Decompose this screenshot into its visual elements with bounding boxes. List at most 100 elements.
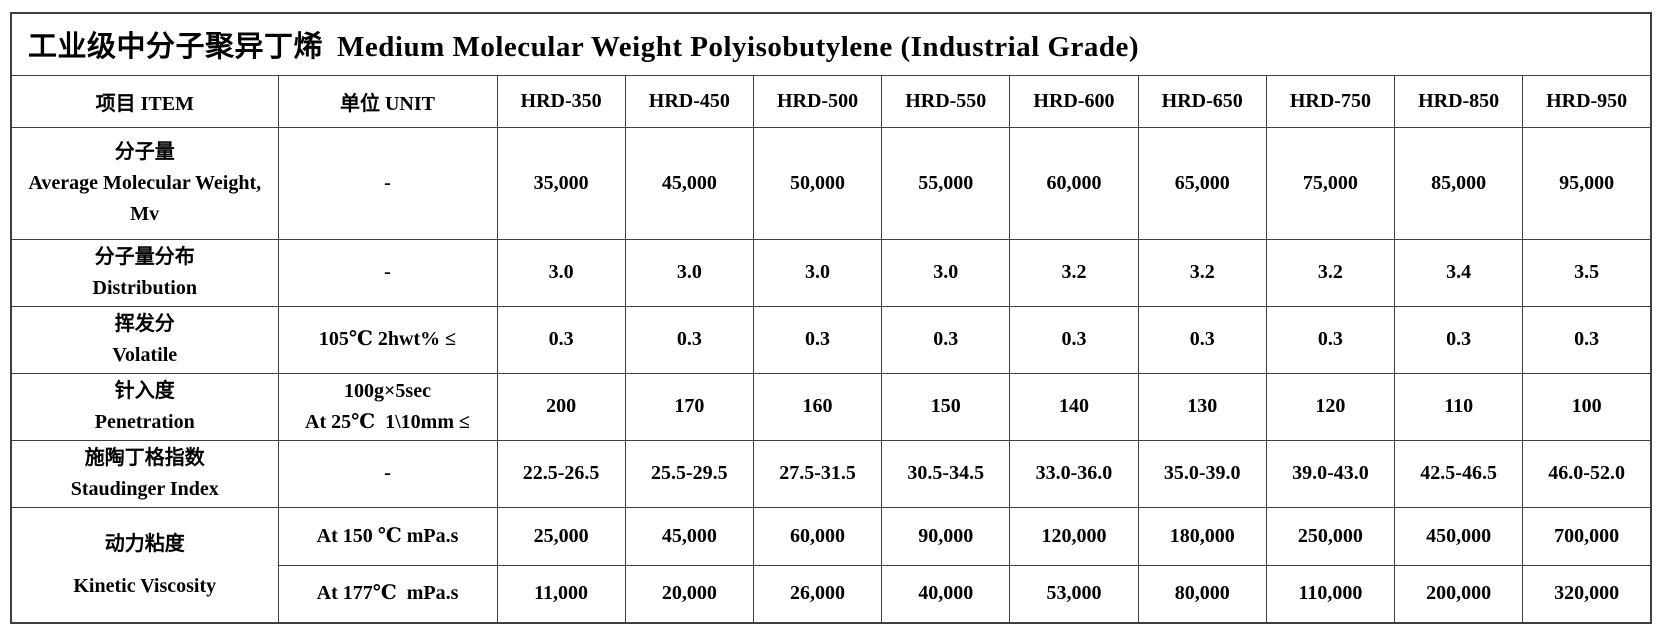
value-cell: 170 bbox=[624, 372, 754, 441]
value-cell: 3.2 bbox=[1009, 238, 1139, 307]
item-cell: 施陶丁格指数 Staudinger Index bbox=[10, 439, 279, 508]
value-cell: 3.2 bbox=[1137, 238, 1267, 307]
item-label-en: Staudinger Index bbox=[70, 477, 219, 500]
col-header-grade: HRD-500 bbox=[752, 74, 883, 128]
value-cell: 50,000 bbox=[752, 126, 883, 240]
row-distribution: 分子量分布 Distribution - 3.0 3.0 3.0 3.0 3.2… bbox=[10, 238, 1652, 307]
value-cell: 3.0 bbox=[752, 238, 883, 307]
value-cell: 100 bbox=[1522, 372, 1652, 441]
spec-table: 工业级中分子聚异丁烯 Medium Molecular Weight Polyis… bbox=[10, 12, 1652, 624]
value-cell: 3.4 bbox=[1394, 238, 1524, 307]
item-cell: 分子量 Average Molecular Weight, Mv bbox=[10, 126, 279, 240]
unit-cell: At 150 ℃ mPa.s bbox=[277, 506, 498, 566]
value-cell: 35.0-39.0 bbox=[1137, 439, 1267, 508]
value-cell: 200 bbox=[496, 372, 626, 441]
item-label-cn: 动力粘度 bbox=[104, 532, 185, 555]
value-cell: 0.3 bbox=[1394, 305, 1524, 374]
unit-cell: 105℃ 2hwt% ≤ bbox=[277, 305, 498, 374]
item-label-en: Kinetic Viscosity bbox=[73, 574, 217, 597]
value-cell: 60,000 bbox=[752, 506, 883, 566]
value-cell: 110,000 bbox=[1265, 564, 1396, 624]
value-cell: 0.3 bbox=[1265, 305, 1396, 374]
value-cell: 39.0-43.0 bbox=[1265, 439, 1396, 508]
value-cell: 700,000 bbox=[1522, 506, 1652, 566]
value-cell: 3.0 bbox=[496, 238, 626, 307]
value-cell: 250,000 bbox=[1265, 506, 1396, 566]
col-header-item: 项目 ITEM bbox=[10, 74, 279, 128]
value-cell: 90,000 bbox=[881, 506, 1011, 566]
col-header-grade: HRD-600 bbox=[1009, 74, 1139, 128]
value-cell: 45,000 bbox=[624, 126, 754, 240]
item-label-en: Volatile bbox=[112, 343, 178, 366]
title-row: 工业级中分子聚异丁烯 Medium Molecular Weight Polyis… bbox=[10, 12, 1652, 76]
col-header-grade: HRD-550 bbox=[881, 74, 1011, 128]
row-average-molecular-weight: 分子量 Average Molecular Weight, Mv - 35,00… bbox=[10, 126, 1652, 240]
row-kinetic-viscosity-177: At 177℃ mPa.s 11,000 20,000 26,000 40,00… bbox=[11, 564, 1652, 624]
value-cell: 65,000 bbox=[1137, 126, 1267, 240]
value-cell: 180,000 bbox=[1137, 506, 1267, 566]
item-label-cn: 施陶丁格指数 bbox=[84, 446, 205, 469]
value-cell: 0.3 bbox=[881, 305, 1011, 374]
value-cell: 150 bbox=[881, 372, 1011, 441]
value-cell: 3.0 bbox=[624, 238, 754, 307]
item-label-en: Distribution bbox=[92, 276, 197, 299]
value-cell: 130 bbox=[1137, 372, 1267, 441]
col-header-grade: HRD-850 bbox=[1394, 74, 1524, 128]
value-cell: 33.0-36.0 bbox=[1009, 439, 1139, 508]
value-cell: 46.0-52.0 bbox=[1522, 439, 1652, 508]
title-chinese: 工业级中分子聚异丁烯 bbox=[28, 31, 324, 64]
value-cell: 26,000 bbox=[752, 564, 883, 624]
col-header-unit: 单位 UNIT bbox=[277, 74, 498, 128]
item-cell: 针入度 Penetration bbox=[10, 372, 279, 441]
value-cell: 140 bbox=[1009, 372, 1139, 441]
item-cell: 挥发分 Volatile bbox=[10, 305, 279, 374]
value-cell: 0.3 bbox=[1137, 305, 1267, 374]
col-header-grade: HRD-950 bbox=[1522, 74, 1652, 128]
value-cell: 25,000 bbox=[496, 506, 626, 566]
item-cell: 分子量分布 Distribution bbox=[10, 238, 279, 307]
unit-cell: - bbox=[277, 439, 498, 508]
spec-sheet: 工业级中分子聚异丁烯 Medium Molecular Weight Polyis… bbox=[10, 12, 1652, 624]
col-header-grade: HRD-350 bbox=[496, 74, 626, 128]
value-cell: 160 bbox=[752, 372, 883, 441]
value-cell: 85,000 bbox=[1394, 126, 1524, 240]
value-cell: 3.5 bbox=[1522, 238, 1652, 307]
unit-cell: - bbox=[277, 126, 498, 240]
value-cell: 120,000 bbox=[1009, 506, 1139, 566]
value-cell: 40,000 bbox=[881, 564, 1011, 624]
value-cell: 120 bbox=[1265, 372, 1396, 441]
row-volatile: 挥发分 Volatile 105℃ 2hwt% ≤ 0.3 0.3 0.3 0.… bbox=[10, 305, 1652, 374]
page-title: 工业级中分子聚异丁烯 Medium Molecular Weight Polyis… bbox=[10, 12, 1652, 76]
value-cell: 30.5-34.5 bbox=[881, 439, 1011, 508]
item-label-cn: 挥发分 bbox=[114, 312, 175, 335]
value-cell: 3.2 bbox=[1265, 238, 1396, 307]
title-english: Medium Molecular Weight Polyisobutylene … bbox=[337, 31, 1140, 64]
item-label-cn: 分子量分布 bbox=[94, 245, 195, 268]
col-header-grade: HRD-750 bbox=[1265, 74, 1396, 128]
value-cell: 53,000 bbox=[1009, 564, 1139, 624]
value-cell: 0.3 bbox=[1522, 305, 1652, 374]
value-cell: 450,000 bbox=[1394, 506, 1524, 566]
unit-cell: At 177℃ mPa.s bbox=[277, 564, 498, 624]
unit-cell: - bbox=[277, 238, 498, 307]
value-cell: 0.3 bbox=[752, 305, 883, 374]
col-header-grade: HRD-650 bbox=[1137, 74, 1267, 128]
item-label-cn: 针入度 bbox=[114, 379, 175, 402]
item-label-cn: 分子量 bbox=[114, 140, 175, 163]
value-cell: 60,000 bbox=[1009, 126, 1139, 240]
value-cell: 75,000 bbox=[1265, 126, 1396, 240]
item-label-en: Penetration bbox=[94, 410, 195, 433]
value-cell: 55,000 bbox=[881, 126, 1011, 240]
row-kinetic-viscosity-150: 动力粘度 Kinetic Viscosity At 150 ℃ mPa.s 25… bbox=[10, 506, 1652, 624]
value-cell: 0.3 bbox=[1009, 305, 1139, 374]
item-label-en: Average Molecular Weight, bbox=[28, 171, 262, 194]
value-cell: 22.5-26.5 bbox=[496, 439, 626, 508]
value-cell: 80,000 bbox=[1137, 564, 1267, 624]
value-cell: 110 bbox=[1394, 372, 1524, 441]
header-row: 项目 ITEM 单位 UNIT HRD-350 HRD-450 HRD-500 … bbox=[10, 74, 1652, 128]
item-cell: 动力粘度 Kinetic Viscosity bbox=[10, 506, 279, 624]
value-cell: 320,000 bbox=[1522, 564, 1652, 624]
value-cell: 42.5-46.5 bbox=[1394, 439, 1524, 508]
value-cell: 3.0 bbox=[881, 238, 1011, 307]
value-cell: 200,000 bbox=[1394, 564, 1524, 624]
